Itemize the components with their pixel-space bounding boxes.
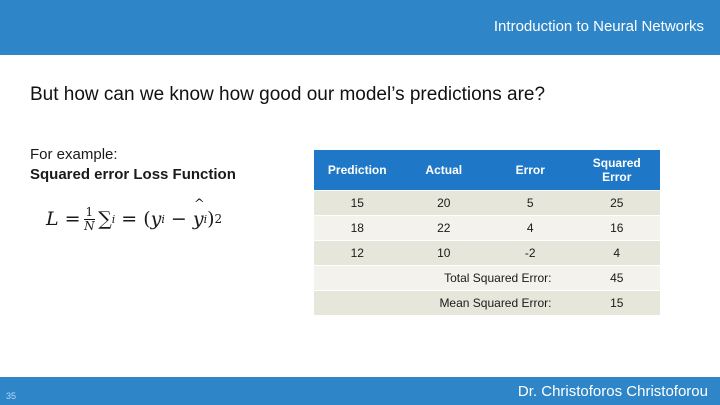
- table-row: 12 10 -2 4: [314, 240, 660, 266]
- table-row: 18 22 4 16: [314, 215, 660, 241]
- open-paren: (: [143, 208, 151, 231]
- sum-symbol: ∑: [98, 208, 112, 231]
- y-symbol: y: [150, 208, 162, 231]
- cell-prediction: 12: [314, 240, 401, 266]
- page-number: 35: [6, 391, 17, 401]
- cell-squared-error: 25: [573, 190, 660, 216]
- table-header-row: Prediction Actual Error Squared Error: [314, 150, 660, 191]
- y-subscript: i: [161, 212, 165, 226]
- fraction-denominator: N: [84, 218, 95, 233]
- loss-formula: L = 1 N ∑i = (yi − yi)2: [46, 197, 223, 233]
- loss-function-name: Squared error Loss Function: [30, 166, 236, 183]
- close-paren: ): [207, 208, 215, 231]
- y-hat-symbol: y: [193, 197, 205, 230]
- total-row: Total Squared Error: 45: [314, 265, 660, 291]
- formula-lhs: L: [46, 208, 59, 231]
- squared-error-table: Prediction Actual Error Squared Error 15…: [314, 150, 660, 315]
- y-hat-subscript: i: [203, 212, 208, 226]
- formula-exponent: 2: [214, 212, 223, 227]
- fraction-numerator: 1: [83, 205, 96, 220]
- table-row: 15 20 5 25: [314, 190, 660, 216]
- header-squared-error: Squared Error: [573, 150, 660, 191]
- cell-actual: 20: [400, 190, 487, 216]
- header-prediction: Prediction: [314, 150, 401, 191]
- sum-subscript: i: [111, 212, 116, 226]
- header-actual: Actual: [400, 150, 487, 191]
- cell-prediction: 18: [314, 215, 401, 241]
- author-name: Dr. Christoforos Christoforou: [517, 383, 708, 400]
- cell-error: -2: [487, 240, 574, 266]
- cell-prediction: 15: [314, 190, 401, 216]
- top-banner: Introduction to Neural Networks: [0, 0, 720, 55]
- cell-actual: 22: [400, 215, 487, 241]
- total-squared-error-value: 45: [573, 265, 660, 291]
- minus-sign: −: [170, 208, 187, 231]
- course-title: Introduction to Neural Networks: [493, 18, 704, 35]
- slide-heading: But how can we know how good our model’s…: [30, 84, 546, 105]
- formula-equals-2: =: [121, 208, 138, 231]
- header-error: Error: [487, 150, 574, 191]
- cell-squared-error: 16: [573, 215, 660, 241]
- bottom-banner: 35 Dr. Christoforos Christoforou: [0, 377, 720, 405]
- cell-actual: 10: [400, 240, 487, 266]
- mean-squared-error-value: 15: [573, 290, 660, 315]
- formula-fraction: 1 N: [83, 205, 96, 233]
- example-label: For example:: [30, 146, 118, 163]
- mean-squared-error-label: Mean Squared Error:: [314, 290, 574, 315]
- cell-error: 4: [487, 215, 574, 241]
- mean-row: Mean Squared Error: 15: [314, 290, 660, 315]
- cell-squared-error: 4: [573, 240, 660, 266]
- total-squared-error-label: Total Squared Error:: [314, 265, 574, 291]
- formula-equals: =: [64, 208, 81, 231]
- cell-error: 5: [487, 190, 574, 216]
